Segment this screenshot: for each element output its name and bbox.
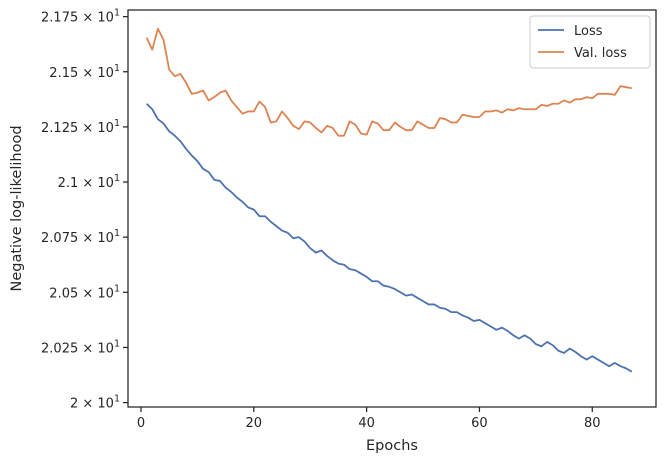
legend: Loss Val. loss bbox=[529, 15, 651, 69]
y-axis-ticks: 2 × 101 2.025 × 101 2.05 × 101 2.075 × 101 2… bbox=[41, 8, 128, 412]
x-tick-label: 0 bbox=[137, 416, 145, 431]
x-axis-ticks: 0 20 40 60 80 bbox=[137, 407, 601, 431]
y-tick-label: 2.175 × 101 bbox=[41, 8, 120, 26]
series-line-val-loss bbox=[145, 27, 632, 137]
y-tick-label: 2 × 101 bbox=[70, 394, 120, 412]
y-tick-label: 2.075 × 101 bbox=[41, 228, 120, 246]
legend-label: Loss bbox=[574, 24, 603, 39]
y-tick-label: 2.15 × 101 bbox=[49, 63, 120, 81]
y-axis-label: Negative log-likelihood bbox=[9, 125, 25, 291]
series-line-loss bbox=[145, 103, 633, 373]
y-tick-label: 2.1 × 101 bbox=[58, 173, 120, 191]
x-tick-label: 60 bbox=[471, 416, 488, 431]
plot-series bbox=[145, 27, 633, 373]
y-tick-label: 2.025 × 101 bbox=[41, 338, 120, 356]
x-tick-label: 80 bbox=[584, 416, 601, 431]
x-tick-label: 20 bbox=[246, 416, 263, 431]
plot-frame bbox=[127, 9, 657, 408]
x-axis-label: Epochs bbox=[366, 438, 418, 454]
y-tick-label: 2.05 × 101 bbox=[49, 283, 120, 301]
x-tick-label: 40 bbox=[358, 416, 375, 431]
legend-label: Val. loss bbox=[574, 46, 627, 61]
legend-box bbox=[529, 15, 651, 69]
y-tick-label: 2.125 × 101 bbox=[41, 118, 120, 136]
